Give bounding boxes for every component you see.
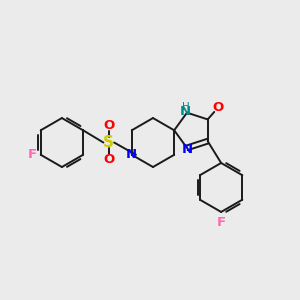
Text: F: F (217, 216, 226, 229)
Text: N: N (180, 105, 191, 118)
Text: N: N (126, 148, 137, 161)
Text: O: O (103, 119, 114, 132)
Text: H: H (182, 102, 189, 112)
Text: O: O (213, 101, 224, 114)
Text: S: S (103, 135, 114, 150)
Text: N: N (182, 143, 193, 156)
Text: O: O (103, 153, 114, 166)
Text: F: F (28, 148, 37, 161)
